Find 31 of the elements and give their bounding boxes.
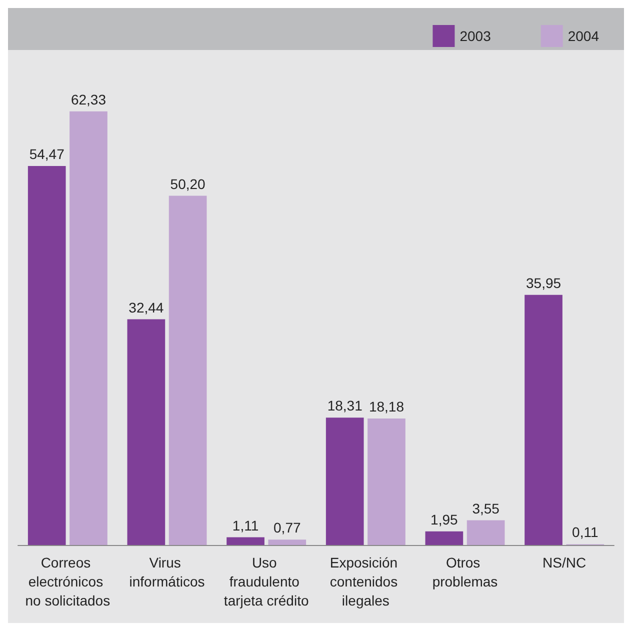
bar <box>326 418 364 545</box>
x-tick-label: Otros problemas <box>432 554 498 590</box>
legend-label: 2003 <box>460 28 492 44</box>
data-label: 50,20 <box>170 176 206 192</box>
data-label: 54,47 <box>29 146 65 162</box>
bar <box>466 520 505 545</box>
bar <box>28 166 66 545</box>
data-label: 3,55 <box>472 500 500 516</box>
data-label: 1,95 <box>430 511 458 528</box>
bar <box>524 294 562 545</box>
data-label: 0,77 <box>274 520 301 536</box>
data-label: 62,33 <box>70 91 106 108</box>
data-label: 0,11 <box>572 524 598 540</box>
bar <box>168 196 207 545</box>
x-tick-label: NS/NC <box>542 554 586 570</box>
bar <box>425 531 464 545</box>
data-label: 18,31 <box>327 398 363 414</box>
bar <box>226 537 264 545</box>
data-label: 18,18 <box>368 398 404 415</box>
x-tick-label: Correos electrónicos no solicitados <box>25 554 110 608</box>
bar <box>127 319 166 545</box>
data-label: 1,11 <box>232 517 259 534</box>
data-label: 32,44 <box>128 299 164 316</box>
bar <box>70 111 108 545</box>
data-label: 35,95 <box>526 274 562 291</box>
legend-label: 2004 <box>568 28 600 44</box>
x-tick-label: Exposición contenidos ilegales <box>330 554 402 608</box>
x-tick-label: Uso fraudulento tarjeta crédito <box>224 554 309 608</box>
bar <box>368 418 406 545</box>
x-tick-label: Virus informáticos <box>129 554 205 590</box>
bar <box>268 540 306 545</box>
